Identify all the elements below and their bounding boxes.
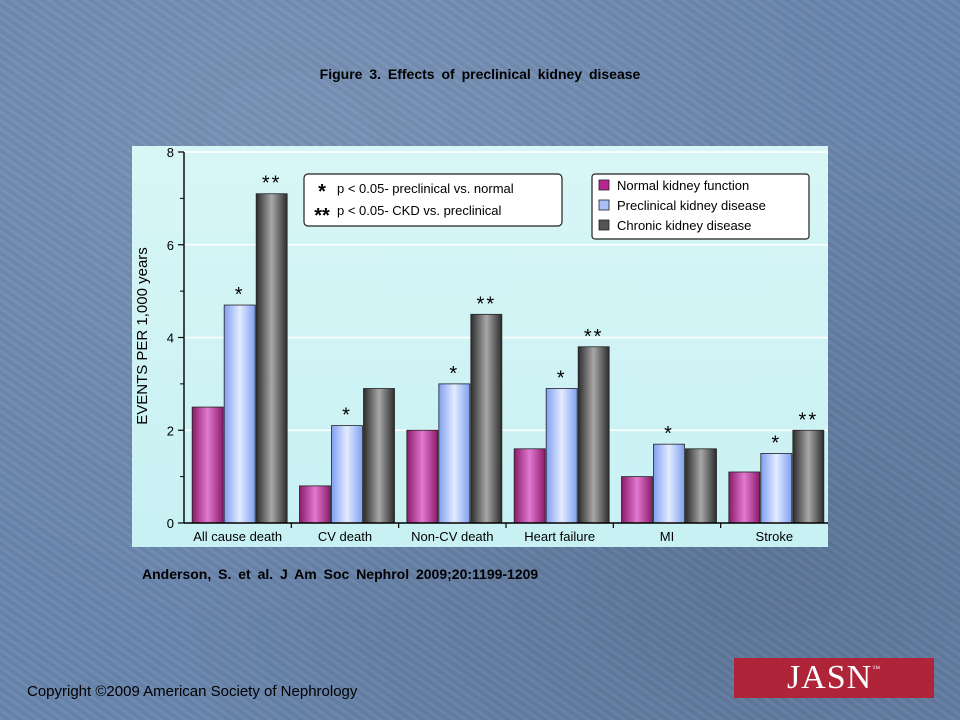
- bar-1-0: [223, 304, 256, 524]
- bar-0-2: [406, 429, 439, 524]
- bar-0-0: [191, 406, 224, 524]
- y-tick-label: 4: [167, 331, 174, 346]
- significance-mark: *: [342, 405, 352, 427]
- y-tick-label: 0: [167, 516, 174, 531]
- key-single-star: *: [318, 181, 326, 203]
- x-tick-label: CV death: [318, 529, 372, 544]
- significance-mark: *: [771, 432, 781, 454]
- copyright-notice: Copyright ©2009 American Society of Neph…: [27, 683, 358, 700]
- citation: Anderson, S. et al. J Am Soc Nephrol 200…: [142, 566, 539, 582]
- significance-mark: *: [664, 423, 674, 445]
- bar-2-0: [255, 193, 288, 524]
- bar-0-5: [728, 471, 761, 524]
- key-double-text: p < 0.05- CKD vs. preclinical: [337, 203, 501, 218]
- bar-0-3: [513, 448, 546, 524]
- significance-mark: **: [477, 293, 497, 315]
- significance-mark: **: [262, 173, 282, 195]
- bar-2-1: [363, 388, 395, 524]
- x-tick-label: Non-CV death: [411, 529, 493, 544]
- y-axis-label: EVENTS PER 1,000 years: [134, 247, 151, 425]
- bar-2-5: [792, 429, 825, 524]
- bar-1-5: [760, 453, 793, 524]
- y-tick-label: 2: [167, 423, 174, 438]
- x-tick-label: Stroke: [756, 529, 794, 544]
- jasn-logo: JASN ™: [734, 658, 934, 698]
- legend-label-normal: Normal kidney function: [617, 178, 749, 193]
- figure-title: Figure 3. Effects of preclinical kidney …: [319, 66, 641, 82]
- legend: Normal kidney function Preclinical kidne…: [591, 173, 810, 240]
- significance-mark: **: [584, 326, 604, 348]
- bar-chart: 0 2 4 6 8 All cause death CV death Non-CV deat…: [134, 146, 828, 544]
- chart-panel: 0 2 4 6 8 All cause death CV death Non-CV deat…: [132, 146, 828, 547]
- key-single-text: p < 0.05- preclinical vs. normal: [337, 181, 514, 196]
- bar-0-4: [621, 476, 653, 524]
- y-tick-label: 8: [167, 146, 174, 160]
- bar-2-3: [577, 346, 610, 524]
- x-tick-label: MI: [660, 529, 674, 544]
- significance-mark: *: [557, 368, 567, 390]
- bar-1-1: [331, 425, 363, 524]
- legend-label-preclinical: Preclinical kidney disease: [617, 198, 766, 213]
- bar-1-3: [545, 388, 578, 524]
- key-double-star: **: [314, 205, 330, 227]
- bar-0-1: [299, 485, 331, 524]
- legend-swatch-ckd: [598, 219, 610, 231]
- bar-1-4: [653, 443, 685, 524]
- x-tick-label: Heart failure: [524, 529, 595, 544]
- legend-label-ckd: Chronic kidney disease: [617, 218, 751, 233]
- significance-mark: *: [235, 284, 245, 306]
- y-tick-label: 6: [167, 238, 174, 253]
- x-tick-label: All cause death: [193, 529, 282, 544]
- significance-mark: **: [799, 409, 819, 431]
- significance-key: * p < 0.05- preclinical vs. normal ** p …: [303, 173, 563, 227]
- bar-1-2: [438, 383, 471, 524]
- significance-mark: *: [449, 363, 459, 385]
- bar-2-4: [685, 448, 717, 524]
- legend-swatch-normal: [598, 179, 610, 191]
- legend-swatch-preclinical: [598, 199, 610, 211]
- bar-2-2: [470, 313, 503, 524]
